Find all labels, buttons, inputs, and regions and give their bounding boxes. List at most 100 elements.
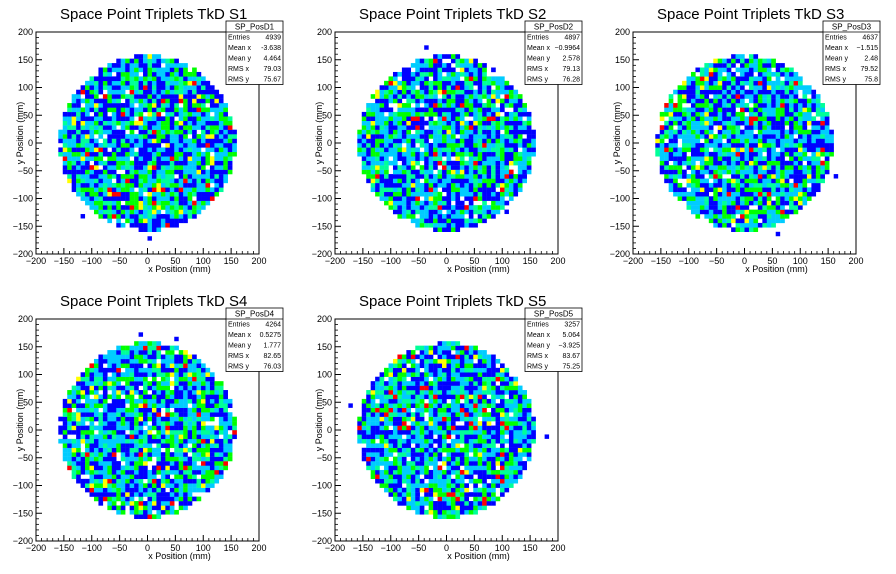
- heatmap-bin: [85, 187, 90, 193]
- heatmap-bin: [165, 134, 170, 139]
- heatmap-bin: [428, 67, 434, 73]
- heatmap-bin: [218, 385, 224, 391]
- heatmap-bin: [699, 98, 705, 104]
- heatmap-bin: [433, 196, 438, 201]
- heatmap-bin: [401, 134, 407, 139]
- heatmap-bin: [482, 71, 487, 77]
- y-tick-label: 0: [28, 425, 33, 435]
- heatmap-bin: [464, 138, 469, 144]
- heatmap-bin: [753, 103, 759, 108]
- heatmap-bin: [428, 107, 434, 113]
- heatmap-bin: [89, 381, 95, 386]
- heatmap-bin: [125, 63, 130, 68]
- stats-value: 75.67: [263, 77, 281, 84]
- heatmap-bin: [717, 138, 723, 144]
- heatmap-bin: [731, 89, 736, 95]
- heatmap-bin: [76, 443, 81, 448]
- heatmap-bin: [722, 178, 727, 184]
- heatmap-bin: [120, 430, 126, 435]
- x-tick-label: −150: [54, 543, 74, 553]
- heatmap-bin: [459, 143, 465, 148]
- heatmap-bin: [187, 129, 193, 135]
- heatmap-bin: [477, 116, 483, 121]
- heatmap-bin: [455, 89, 461, 95]
- panel-1: Space Point Triplets TkD S1−200−200−150−…: [13, 6, 284, 274]
- heatmap-bin: [406, 165, 412, 170]
- heatmap-bin: [771, 58, 776, 64]
- heatmap-bin: [160, 94, 166, 99]
- heatmap-bin: [187, 469, 193, 475]
- heatmap-bin: [815, 138, 821, 144]
- heatmap-bin: [410, 80, 416, 86]
- heatmap-bin: [138, 478, 144, 484]
- heatmap-bin: [775, 71, 781, 77]
- heatmap-bin: [138, 151, 144, 157]
- heatmap-bin: [98, 160, 104, 166]
- heatmap-bin: [740, 160, 745, 166]
- heatmap-bin: [780, 67, 785, 73]
- heatmap-bin: [138, 111, 144, 117]
- heatmap-bin: [209, 394, 215, 400]
- heatmap-bin: [116, 174, 121, 179]
- heatmap-bin: [384, 191, 389, 197]
- heatmap-bin: [147, 483, 153, 488]
- heatmap-bin: [464, 174, 469, 179]
- heatmap-bin: [98, 89, 104, 95]
- heatmap-bin: [748, 111, 754, 117]
- heatmap-bin: [107, 205, 113, 210]
- heatmap-bin: [517, 116, 523, 121]
- heatmap-bin: [129, 165, 135, 170]
- heatmap-bin: [424, 71, 429, 77]
- heatmap-bin: [740, 205, 745, 210]
- heatmap-bin: [789, 151, 794, 157]
- heatmap-bin: [695, 103, 701, 108]
- heatmap-bin: [789, 76, 794, 82]
- heatmap-bin: [811, 156, 817, 161]
- heatmap-bin: [735, 227, 741, 232]
- heatmap-bin: [419, 134, 425, 139]
- heatmap-bin: [214, 138, 220, 144]
- stats-value: 79.52: [860, 66, 878, 73]
- heatmap-bin: [464, 134, 469, 139]
- heatmap-bin: [477, 196, 483, 201]
- heatmap-bin: [160, 434, 166, 440]
- heatmap-bin: [464, 129, 469, 135]
- heatmap-bin: [517, 94, 523, 99]
- heatmap-bin: [160, 200, 166, 206]
- heatmap-bin: [205, 469, 211, 475]
- heatmap-bin: [829, 147, 834, 153]
- heatmap-bin: [753, 85, 759, 90]
- heatmap-bin: [410, 196, 416, 201]
- heatmap-bin: [196, 165, 202, 170]
- heatmap-bin: [450, 89, 456, 95]
- heatmap-bin: [726, 125, 732, 130]
- heatmap-bin: [397, 111, 403, 117]
- heatmap-bin: [735, 125, 741, 130]
- heatmap-bin: [98, 178, 104, 184]
- heatmap-bin: [93, 487, 99, 493]
- heatmap-bin: [446, 205, 452, 210]
- heatmap-bin: [699, 200, 705, 206]
- heatmap-bin: [223, 174, 228, 179]
- heatmap-bin: [513, 125, 519, 130]
- heatmap-bin: [780, 165, 785, 170]
- heatmap-bin: [811, 143, 817, 148]
- heatmap-bin: [174, 421, 179, 426]
- heatmap-bin: [486, 191, 492, 197]
- stats-key: Mean x: [228, 45, 251, 52]
- heatmap-bin: [699, 191, 705, 197]
- heatmap-bin: [143, 116, 148, 121]
- heatmap-bin: [187, 178, 193, 184]
- heatmap-bin: [735, 187, 741, 193]
- heatmap-bin: [477, 209, 483, 215]
- heatmap-bin: [775, 89, 781, 95]
- heatmap-bin: [218, 94, 224, 99]
- heatmap-bin: [218, 412, 224, 417]
- heatmap-bin: [201, 403, 206, 408]
- heatmap-bin: [138, 456, 144, 462]
- heatmap-bin: [107, 125, 113, 130]
- heatmap-bin: [183, 358, 188, 364]
- heatmap-bin: [735, 116, 741, 121]
- heatmap-bin: [98, 501, 104, 506]
- heatmap-bin: [80, 385, 86, 391]
